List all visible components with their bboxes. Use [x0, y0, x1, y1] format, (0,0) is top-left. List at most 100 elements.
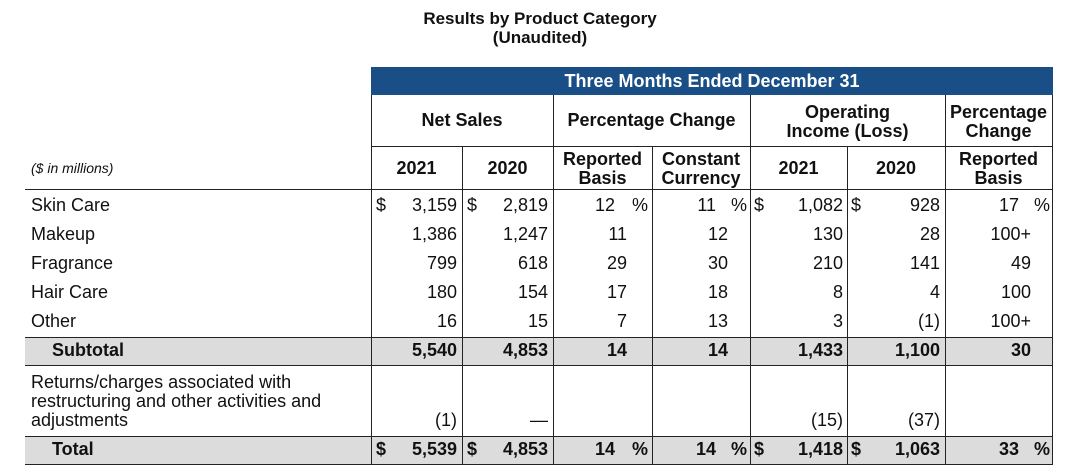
row-2-con: 30 — [707, 253, 728, 273]
total-rep: 14 — [594, 439, 615, 459]
total-ns2020: 4,853 — [502, 439, 548, 459]
returns-oi2021: (15) — [810, 410, 843, 430]
header-net-sales: Net Sales — [421, 110, 503, 130]
returns-label-line3: adjustments — [31, 410, 129, 430]
units-label: ($ in millions) — [31, 160, 114, 176]
row-2-oi2021: 210 — [812, 253, 843, 273]
row-4-oi2020: (1) — [918, 311, 940, 331]
header-constant-line2: Currency — [661, 168, 741, 188]
header-reported2-line1: Reported — [958, 149, 1038, 169]
total-oi2020-dollar: $ — [851, 439, 862, 459]
row-0-label: Skin Care — [31, 195, 111, 215]
header-reported2-line2: Basis — [974, 168, 1023, 188]
row-0-ns2020: 2,819 — [502, 195, 548, 215]
row-3-label: Hair Care — [31, 282, 109, 302]
row-1-pc: 100+ — [990, 224, 1031, 244]
row-4-rep: 7 — [616, 311, 627, 331]
returns-label: Returns/charges associated with restruct… — [31, 373, 321, 430]
header-percentage-change-2: Percentage Change — [945, 103, 1052, 141]
subtotal-rep: 14 — [606, 340, 627, 360]
row-0-rep: 12 — [594, 195, 615, 215]
row-3-rep: 17 — [606, 282, 627, 302]
row-1-ns2020: 1,247 — [502, 224, 548, 244]
header-reported-basis-2: Reported Basis — [945, 150, 1052, 188]
header-operating-income-line2: Income (Loss) — [786, 121, 909, 141]
header-percentage-change-2-line2: Change — [965, 121, 1032, 141]
row-0-rep-pct: % — [632, 195, 649, 215]
header-ns-2020: 2020 — [487, 158, 528, 178]
total-pc: 33 — [998, 439, 1019, 459]
row-4-oi2021: 3 — [832, 311, 843, 331]
header-operating-income: Operating Income (Loss) — [750, 103, 945, 141]
total-oi2021: 1,418 — [797, 439, 843, 459]
row-4-pc: 100+ — [990, 311, 1031, 331]
row-0-oi2020-dollar: $ — [851, 195, 862, 215]
row-3-pc: 100 — [1000, 282, 1031, 302]
subtotal-ns2021: 5,540 — [411, 340, 457, 360]
report-title: Results by Product Category — [423, 9, 657, 28]
header-oi-2021: 2021 — [778, 158, 819, 178]
total-oi2020: 1,063 — [894, 439, 940, 459]
row-1-oi2021: 130 — [812, 224, 843, 244]
row-3-oi2020: 4 — [929, 282, 940, 302]
row-3-ns2021: 180 — [426, 282, 457, 302]
total-oi2021-dollar: $ — [754, 439, 765, 459]
row-2-pc: 49 — [1010, 253, 1031, 273]
header-ns-2021: 2021 — [396, 158, 437, 178]
row-2-label: Fragrance — [31, 253, 114, 273]
subtotal-pc: 30 — [1010, 340, 1031, 360]
returns-ns2020: — — [530, 410, 548, 430]
row-4-con: 13 — [707, 311, 728, 331]
period-band: Three Months Ended December 31 — [371, 67, 1053, 95]
row-0-pc: 17 — [998, 195, 1019, 215]
header-percentage-change-2-line1: Percentage — [949, 102, 1048, 122]
total-ns2021: 5,539 — [411, 439, 457, 459]
total-label: Total — [52, 439, 94, 459]
subtotal-shade — [25, 337, 1053, 365]
report-subtitle: (Unaudited) — [492, 28, 588, 47]
row-3-ns2020: 154 — [517, 282, 548, 302]
row-0-oi2020: 928 — [909, 195, 940, 215]
row-4-ns2021: 16 — [436, 311, 457, 331]
row-0-con-pct: % — [731, 195, 748, 215]
row-0-oi2021-dollar: $ — [754, 195, 765, 215]
row-0-oi2021: 1,082 — [797, 195, 843, 215]
row-1-label: Makeup — [31, 224, 96, 244]
row-1-rep: 11 — [608, 224, 627, 244]
row-2-ns2021: 799 — [426, 253, 457, 273]
total-shade — [25, 436, 1053, 464]
subtotal-con: 14 — [707, 340, 728, 360]
total-pc-pct: % — [1034, 439, 1051, 459]
total-con: 14 — [695, 439, 716, 459]
total-con-pct: % — [731, 439, 748, 459]
row-2-rep: 29 — [606, 253, 627, 273]
row-4-label: Other — [31, 311, 77, 331]
header-reported-line1: Reported — [562, 149, 642, 169]
returns-label-line1: Returns/charges associated with — [31, 372, 292, 392]
subtotal-oi2021: 1,433 — [797, 340, 843, 360]
total-rep-pct: % — [632, 439, 649, 459]
header-oi-2020: 2020 — [875, 158, 917, 178]
header-constant-line1: Constant — [662, 149, 740, 169]
header-reported-line2: Basis — [578, 168, 627, 188]
header-percentage-change: Percentage Change — [567, 110, 736, 130]
header-reported-basis: Reported Basis — [553, 150, 652, 188]
header-constant-currency: Constant Currency — [652, 150, 750, 188]
subtotal-label: Subtotal — [52, 340, 124, 360]
row-0-pc-pct: % — [1034, 195, 1051, 215]
row-0-ns2021: 3,159 — [411, 195, 457, 215]
row-4-ns2020: 15 — [527, 311, 548, 331]
row-1-con: 12 — [707, 224, 728, 244]
row-1-oi2020: 28 — [919, 224, 940, 244]
total-ns2020-dollar: $ — [467, 439, 478, 459]
row-3-con: 18 — [707, 282, 728, 302]
header-operating-income-line1: Operating — [804, 102, 890, 122]
subtotal-ns2020: 4,853 — [502, 340, 548, 360]
returns-ns2021: (1) — [435, 410, 457, 430]
row-1-ns2021: 1,386 — [411, 224, 457, 244]
row-2-ns2020: 618 — [517, 253, 548, 273]
row-0-con: 11 — [697, 195, 716, 215]
total-ns2021-dollar: $ — [376, 439, 387, 459]
row-0-ns2020-dollar: $ — [467, 195, 478, 215]
subtotal-oi2020: 1,100 — [894, 340, 940, 360]
